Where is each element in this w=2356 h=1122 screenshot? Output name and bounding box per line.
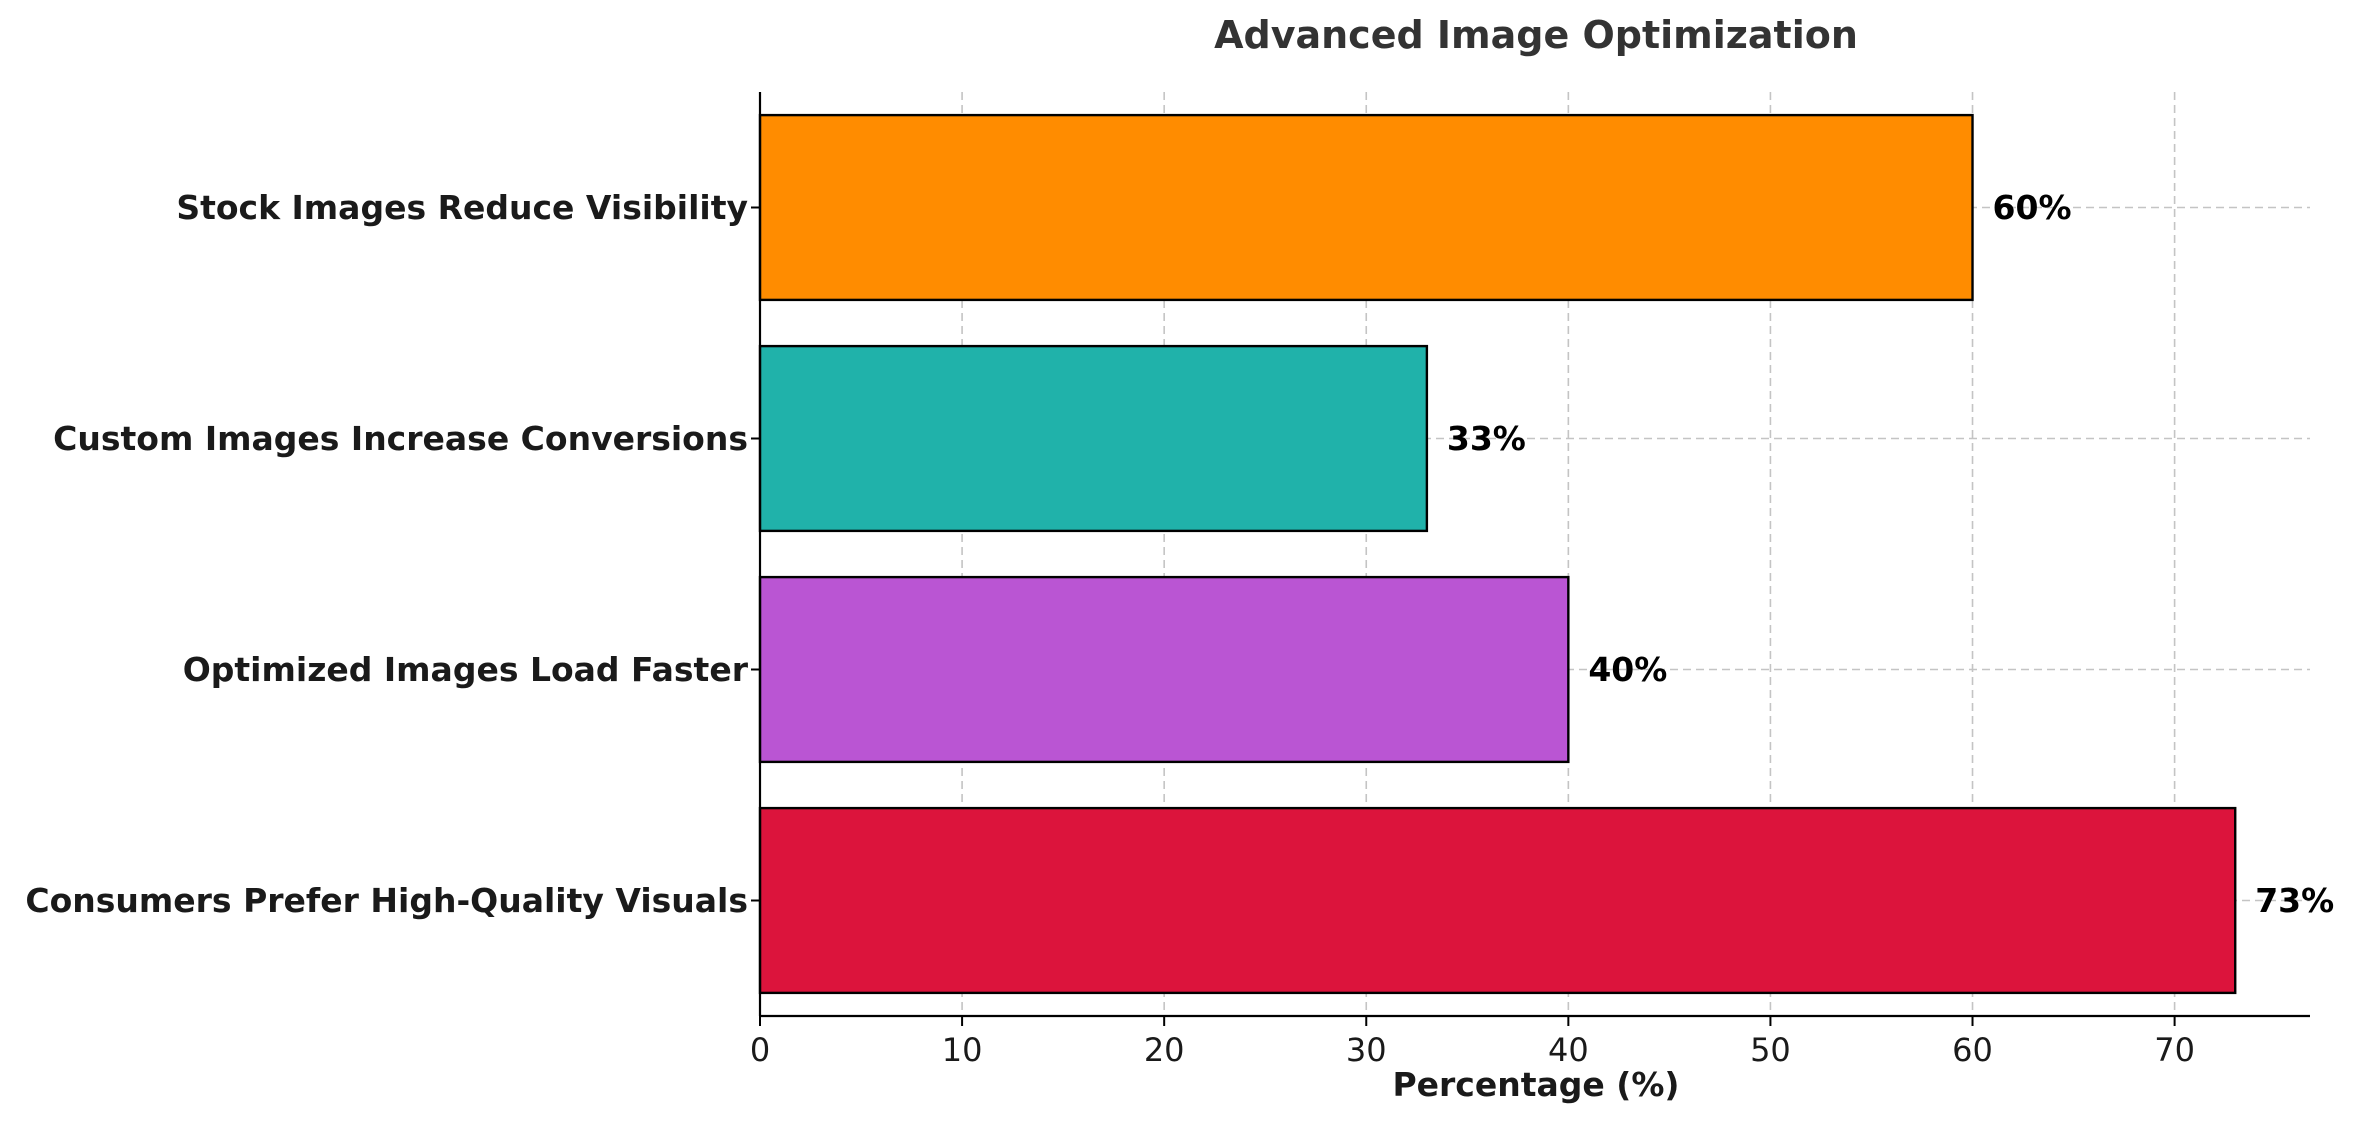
x-axis-ticks: 0 10 20 30 40 50 60 70 [750, 1016, 2195, 1069]
x-tick-label-4: 40 [1548, 1031, 1589, 1069]
bar-value-label-1: 40% [1588, 650, 1667, 689]
bar-3 [758, 113, 1974, 302]
x-tick-label-5: 50 [1750, 1031, 1791, 1069]
x-axis-title: Percentage (%) [1392, 1065, 1679, 1104]
x-tick-label-3: 30 [1346, 1031, 1387, 1069]
x-tick-label-2: 20 [1144, 1031, 1185, 1069]
x-tick-label-1: 10 [942, 1031, 983, 1069]
y-axis-category-labels: Consumers Prefer High-Quality Visuals Opt… [25, 188, 760, 920]
x-tick-label-0: 0 [750, 1031, 770, 1069]
bar-0 [758, 806, 2237, 995]
category-label-3: Stock Images Reduce Visibility [176, 188, 748, 227]
axes [758, 92, 2310, 1018]
chart-title: Advanced Image Optimization [1214, 13, 1858, 57]
category-label-2: Custom Images Increase Conversions [53, 419, 748, 458]
category-label-0: Consumers Prefer High-Quality Visuals [25, 881, 748, 920]
bar-value-labels: 73% 40% 33% 60% [1447, 188, 2334, 920]
x-tick-label-6: 60 [1952, 1031, 1993, 1069]
bar-value-label-3: 60% [1993, 188, 2072, 227]
bars [758, 113, 2237, 995]
bar-value-label-0: 73% [2255, 881, 2334, 920]
category-label-1: Optimized Images Load Faster [183, 650, 749, 689]
x-tick-label-7: 70 [2154, 1031, 2195, 1069]
bar-value-label-2: 33% [1447, 419, 1526, 458]
bar-1 [758, 575, 1570, 764]
bar-2 [758, 344, 1429, 533]
